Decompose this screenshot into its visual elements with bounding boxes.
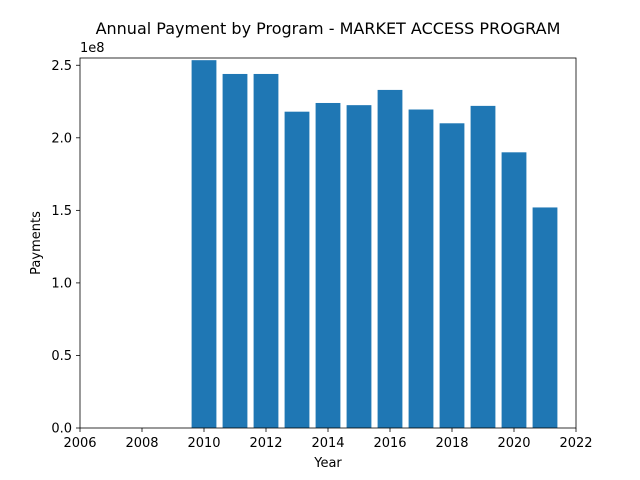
y-axis-label: Payments <box>29 211 44 275</box>
bar-2020 <box>502 152 527 428</box>
x-tick-label-2018: 2018 <box>435 436 468 451</box>
x-tick-label-2014: 2014 <box>311 436 344 451</box>
y-tick-label-2: 1.0 <box>51 276 72 291</box>
x-tick-label-2020: 2020 <box>497 436 530 451</box>
y-tick-label-0: 0.0 <box>51 422 72 437</box>
y-tick-label-1: 0.5 <box>51 349 72 364</box>
chart-title: Annual Payment by Program - MARKET ACCES… <box>96 19 561 38</box>
x-tick-label-2006: 2006 <box>63 436 96 451</box>
y-offset-label: 1e8 <box>80 41 105 56</box>
x-tick-label-2022: 2022 <box>559 436 592 451</box>
bar-2010 <box>192 60 217 428</box>
bar-2011 <box>223 74 248 428</box>
y-tick-label-3: 1.5 <box>51 204 72 219</box>
bar-2018 <box>440 123 465 428</box>
y-tick-label-5: 2.5 <box>51 59 72 74</box>
bar-2021 <box>533 207 558 428</box>
bar-2013 <box>285 112 310 428</box>
x-tick-label-2016: 2016 <box>373 436 406 451</box>
bar-2015 <box>347 105 372 428</box>
bar-2019 <box>471 106 496 428</box>
x-tick-label-2010: 2010 <box>187 436 220 451</box>
bar-2017 <box>409 110 434 428</box>
x-axis-label: Year <box>313 456 342 471</box>
bar-2016 <box>378 90 403 428</box>
bar-2012 <box>254 74 279 428</box>
y-tick-label-4: 2.0 <box>51 131 72 146</box>
bar-2014 <box>316 103 341 428</box>
x-tick-label-2012: 2012 <box>249 436 282 451</box>
x-tick-label-2008: 2008 <box>125 436 158 451</box>
